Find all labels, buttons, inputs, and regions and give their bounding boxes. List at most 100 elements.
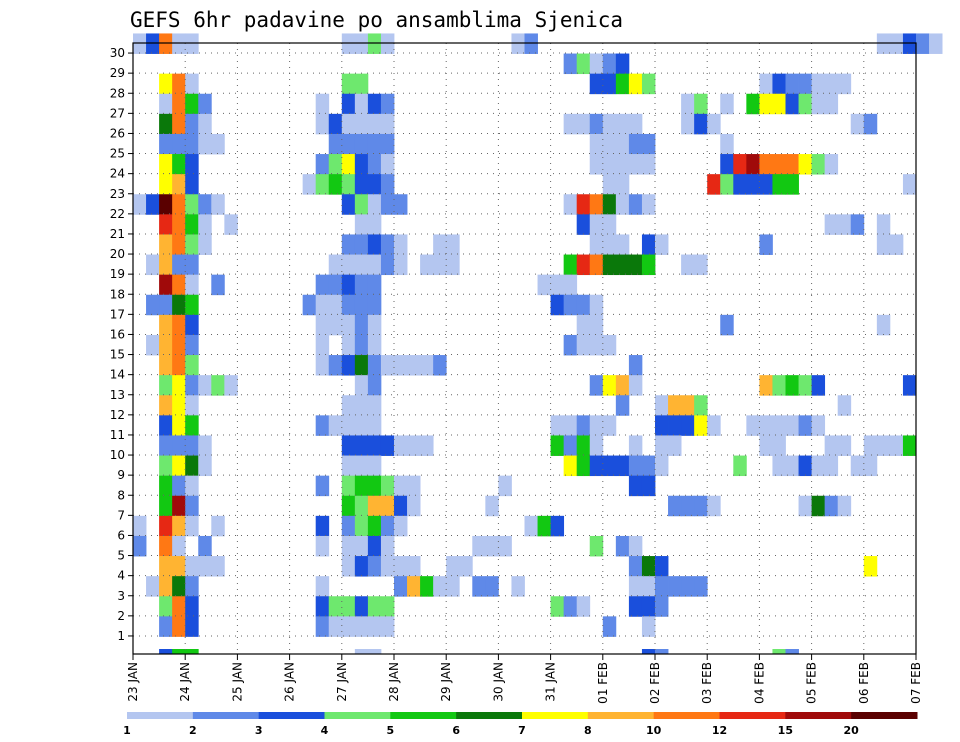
heatmap-cell (602, 133, 617, 155)
heatmap-cell (837, 495, 852, 517)
x-tick-label: 31 JAN (544, 662, 558, 702)
y-tick-label: 23 (110, 187, 125, 201)
x-axis: 23 JAN 24 JAN 25 JAN 26 JAN 27 JAN 28 JAN 29 J… (126, 654, 923, 704)
heatmap-cell (354, 93, 369, 115)
heatmap-cell (380, 234, 395, 255)
heatmap-cell (628, 375, 643, 396)
colorbar-segment (192, 712, 260, 719)
heatmap-cell (159, 294, 173, 316)
heatmap-cell (159, 174, 173, 195)
heatmap-cell (146, 254, 160, 276)
heatmap-cell (876, 214, 891, 235)
heatmap-cell (446, 234, 460, 255)
heatmap-cell (367, 314, 382, 336)
heatmap-cell (367, 113, 382, 135)
heatmap-cell (341, 294, 356, 316)
heatmap-cell (785, 455, 799, 477)
heatmap-cell (185, 515, 199, 537)
x-tick-label: 07 FEB (909, 662, 923, 704)
heatmap-cell (537, 274, 551, 296)
x-tick-label: 06 FEB (857, 662, 871, 704)
heatmap-cell (172, 133, 186, 155)
heatmap-cell (159, 314, 173, 336)
heatmap-cell (563, 455, 578, 477)
heatmap-cell (602, 616, 617, 637)
heatmap-cell (668, 576, 682, 597)
heatmap-cell (876, 234, 891, 255)
y-tick-label: 1 (117, 629, 125, 643)
heatmap-cell (550, 435, 565, 456)
heatmap-cell (563, 194, 578, 215)
heatmap-cell (354, 649, 369, 655)
heatmap-cell (394, 495, 408, 517)
heatmap-cell (172, 73, 186, 95)
heatmap-cell (341, 133, 356, 155)
heatmap-cell (354, 495, 369, 517)
heatmap-cell (576, 194, 591, 215)
heatmap-cell (824, 73, 839, 95)
colorbar-label: 4 (321, 724, 329, 737)
x-tick-label: 04 FEB (752, 662, 766, 704)
heatmap-cell (641, 73, 656, 95)
heatmap-cell (589, 53, 604, 75)
heatmap-cell (341, 535, 356, 557)
heatmap-cell (485, 535, 499, 557)
heatmap-cell (380, 475, 395, 497)
heatmap-cell (485, 576, 499, 597)
heatmap-cell (159, 435, 173, 456)
heatmap-cell (211, 556, 225, 577)
heatmap-cell (628, 355, 643, 376)
heatmap-cell (694, 576, 708, 597)
heatmap-cell (707, 415, 721, 436)
heatmap-cell (315, 596, 330, 617)
y-tick-label: 17 (110, 307, 125, 321)
heatmap-cell (759, 435, 773, 456)
heatmap-cell (837, 214, 852, 235)
heatmap-cell (615, 455, 630, 477)
heatmap-cell (185, 314, 199, 336)
heatmap-cell (211, 133, 225, 155)
heatmap-cell (798, 375, 812, 396)
heatmap-cell (628, 133, 643, 155)
heatmap-cell (720, 154, 734, 175)
heatmap-cell (302, 174, 317, 195)
heatmap-cell (341, 254, 356, 276)
heatmap-cell (380, 133, 395, 155)
heatmap-cell (172, 93, 186, 115)
heatmap-cell (433, 234, 447, 255)
heatmap-cell (198, 133, 212, 155)
heatmap-cell (341, 73, 356, 95)
y-tick-label: 19 (110, 267, 125, 281)
heatmap-cell (198, 234, 212, 255)
heatmap-cell (694, 113, 708, 135)
y-tick-label: 29 (110, 66, 125, 80)
heatmap-cell (615, 375, 630, 396)
y-tick-label: 27 (110, 106, 125, 120)
heatmap-cell (576, 254, 591, 276)
heatmap-cell (420, 254, 434, 276)
x-tick-label: 05 FEB (805, 662, 819, 704)
heatmap-cell (172, 475, 186, 497)
heatmap-cell (641, 475, 656, 497)
heatmap-cell (172, 174, 186, 195)
heatmap-cell (589, 214, 604, 235)
heatmap-cell (185, 254, 199, 276)
heatmap-cell (772, 154, 786, 175)
heatmap-cell (159, 596, 173, 617)
heatmap-cell (563, 294, 578, 316)
heatmap-cell (172, 556, 186, 577)
heatmap-cell (811, 375, 826, 396)
heatmap-cell (733, 154, 747, 175)
y-tick-label: 10 (110, 448, 125, 462)
heatmap-cell (159, 455, 173, 477)
x-tick-label: 29 JAN (439, 662, 453, 702)
heatmap-cell (367, 33, 382, 54)
heatmap-cell (589, 254, 604, 276)
heatmap-cell (367, 515, 382, 537)
heatmap-cell (211, 375, 225, 396)
heatmap-cell (159, 154, 173, 175)
heatmap-cell (628, 154, 643, 175)
heatmap-cell (380, 113, 395, 135)
heatmap-cell (655, 435, 669, 456)
heatmap-cell (511, 33, 525, 54)
